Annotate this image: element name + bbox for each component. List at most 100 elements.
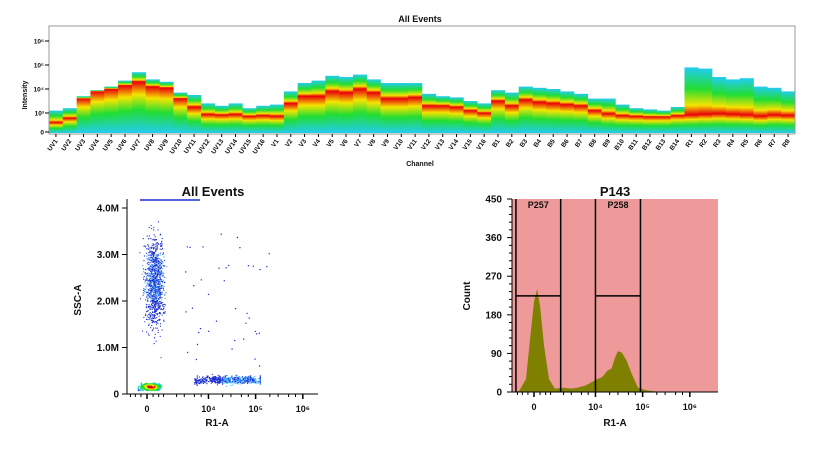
channel-column-B7 xyxy=(573,93,589,133)
scatter-point xyxy=(158,286,160,288)
histogram-x-label: R1-A xyxy=(603,418,626,429)
gate-P258[interactable]: P258 xyxy=(594,199,642,392)
scatter-point xyxy=(158,281,160,283)
scatter-point xyxy=(247,382,249,384)
scatter-point xyxy=(153,274,155,276)
gate-lines[interactable] xyxy=(594,199,642,392)
scatter-point xyxy=(159,279,161,281)
scatter-point xyxy=(156,317,158,319)
scatter-point xyxy=(149,383,152,385)
scatter-point xyxy=(162,281,164,284)
scatter-point xyxy=(155,304,157,306)
scatter-point xyxy=(157,242,159,244)
scatter-point xyxy=(156,266,158,268)
channel-column-V9 xyxy=(380,83,395,133)
gate-P257[interactable]: P257 xyxy=(515,199,562,392)
scatter-point xyxy=(243,338,245,340)
scatter-point xyxy=(241,382,243,384)
channel-column-R2 xyxy=(698,68,713,133)
scatter-point xyxy=(221,382,223,384)
scatter-point xyxy=(156,242,158,244)
scatter-point xyxy=(156,301,158,303)
channel-column-V3 xyxy=(297,83,312,133)
scatter-point xyxy=(147,305,149,307)
scatter-point xyxy=(246,380,248,382)
scatter-point xyxy=(144,321,146,323)
scatter-point xyxy=(143,260,145,262)
channel-label: B14 xyxy=(669,138,682,152)
scatter-point xyxy=(195,381,197,383)
scatter-point xyxy=(144,268,146,271)
scatter-point xyxy=(203,381,205,383)
scatter-point xyxy=(162,279,165,281)
scatter-point xyxy=(223,382,225,384)
scatter-point xyxy=(156,278,158,280)
scatter-point xyxy=(195,379,197,381)
scatter-point xyxy=(156,289,158,291)
scatter-point xyxy=(225,378,227,380)
channel-column-V12 xyxy=(422,93,437,133)
scatter-point xyxy=(226,378,228,380)
scatter-point xyxy=(153,229,155,231)
scatter-point xyxy=(248,317,250,319)
scatter-point xyxy=(144,280,146,282)
scatter-point xyxy=(161,280,163,282)
scatter-point xyxy=(158,291,160,293)
scatter-point xyxy=(152,267,154,269)
scatter-point xyxy=(186,351,189,354)
scatter-point xyxy=(149,259,151,261)
channel-label: R8 xyxy=(781,138,792,149)
channel-column-UV2 xyxy=(62,108,77,133)
scatter-point xyxy=(229,380,231,382)
scatter-point xyxy=(151,308,153,310)
scatter-point xyxy=(155,285,157,287)
scatter-point xyxy=(153,286,155,288)
scatter-point xyxy=(218,376,220,378)
scatter-point xyxy=(153,268,155,270)
scatter-point xyxy=(150,250,152,252)
scatter-point xyxy=(150,291,152,293)
scatter-point xyxy=(222,379,224,381)
scatter-point xyxy=(156,276,158,278)
scatter-point xyxy=(150,284,152,287)
scatter-point xyxy=(200,378,202,380)
x-tick-label: 10⁵ xyxy=(635,402,649,412)
scatter-point xyxy=(150,246,152,248)
scatter-point xyxy=(158,258,160,260)
scatter-point xyxy=(150,317,152,319)
scatter-point xyxy=(212,377,214,379)
scatter-point xyxy=(155,262,157,264)
scatter-point xyxy=(204,382,206,384)
x-tick-label: 10⁶ xyxy=(296,404,310,414)
scatter-point xyxy=(220,378,222,380)
scatter-point xyxy=(160,270,162,272)
scatter-point xyxy=(154,298,156,300)
scatter-point xyxy=(150,277,152,279)
channel-label: UV10 xyxy=(169,138,184,156)
scatter-point xyxy=(160,281,162,283)
scatter-point xyxy=(153,307,155,309)
scatter-point xyxy=(157,269,159,271)
scatter-point xyxy=(150,319,153,322)
scatter-point xyxy=(153,226,155,228)
scatter-point xyxy=(153,261,155,263)
scatter-point xyxy=(156,303,158,305)
scatter-point xyxy=(238,378,240,380)
scatter-point xyxy=(259,375,261,377)
scatter-point xyxy=(199,380,201,382)
scatter-point xyxy=(160,279,162,281)
channel-label: V16 xyxy=(475,138,488,152)
channel-label: UV7 xyxy=(129,138,142,153)
channel-label: V13 xyxy=(434,138,447,152)
scatter-point xyxy=(225,267,227,269)
scatter-point xyxy=(159,243,162,245)
scatter-point xyxy=(159,295,161,297)
gate-lines[interactable] xyxy=(515,199,562,392)
channel-column-UV9 xyxy=(159,81,174,133)
channel-label: V6 xyxy=(339,138,350,149)
scatter-point xyxy=(143,292,145,294)
scatter-point xyxy=(155,289,157,291)
scatter-point xyxy=(143,271,145,273)
scatter-point xyxy=(145,387,148,389)
channel-column-V5 xyxy=(325,75,340,133)
